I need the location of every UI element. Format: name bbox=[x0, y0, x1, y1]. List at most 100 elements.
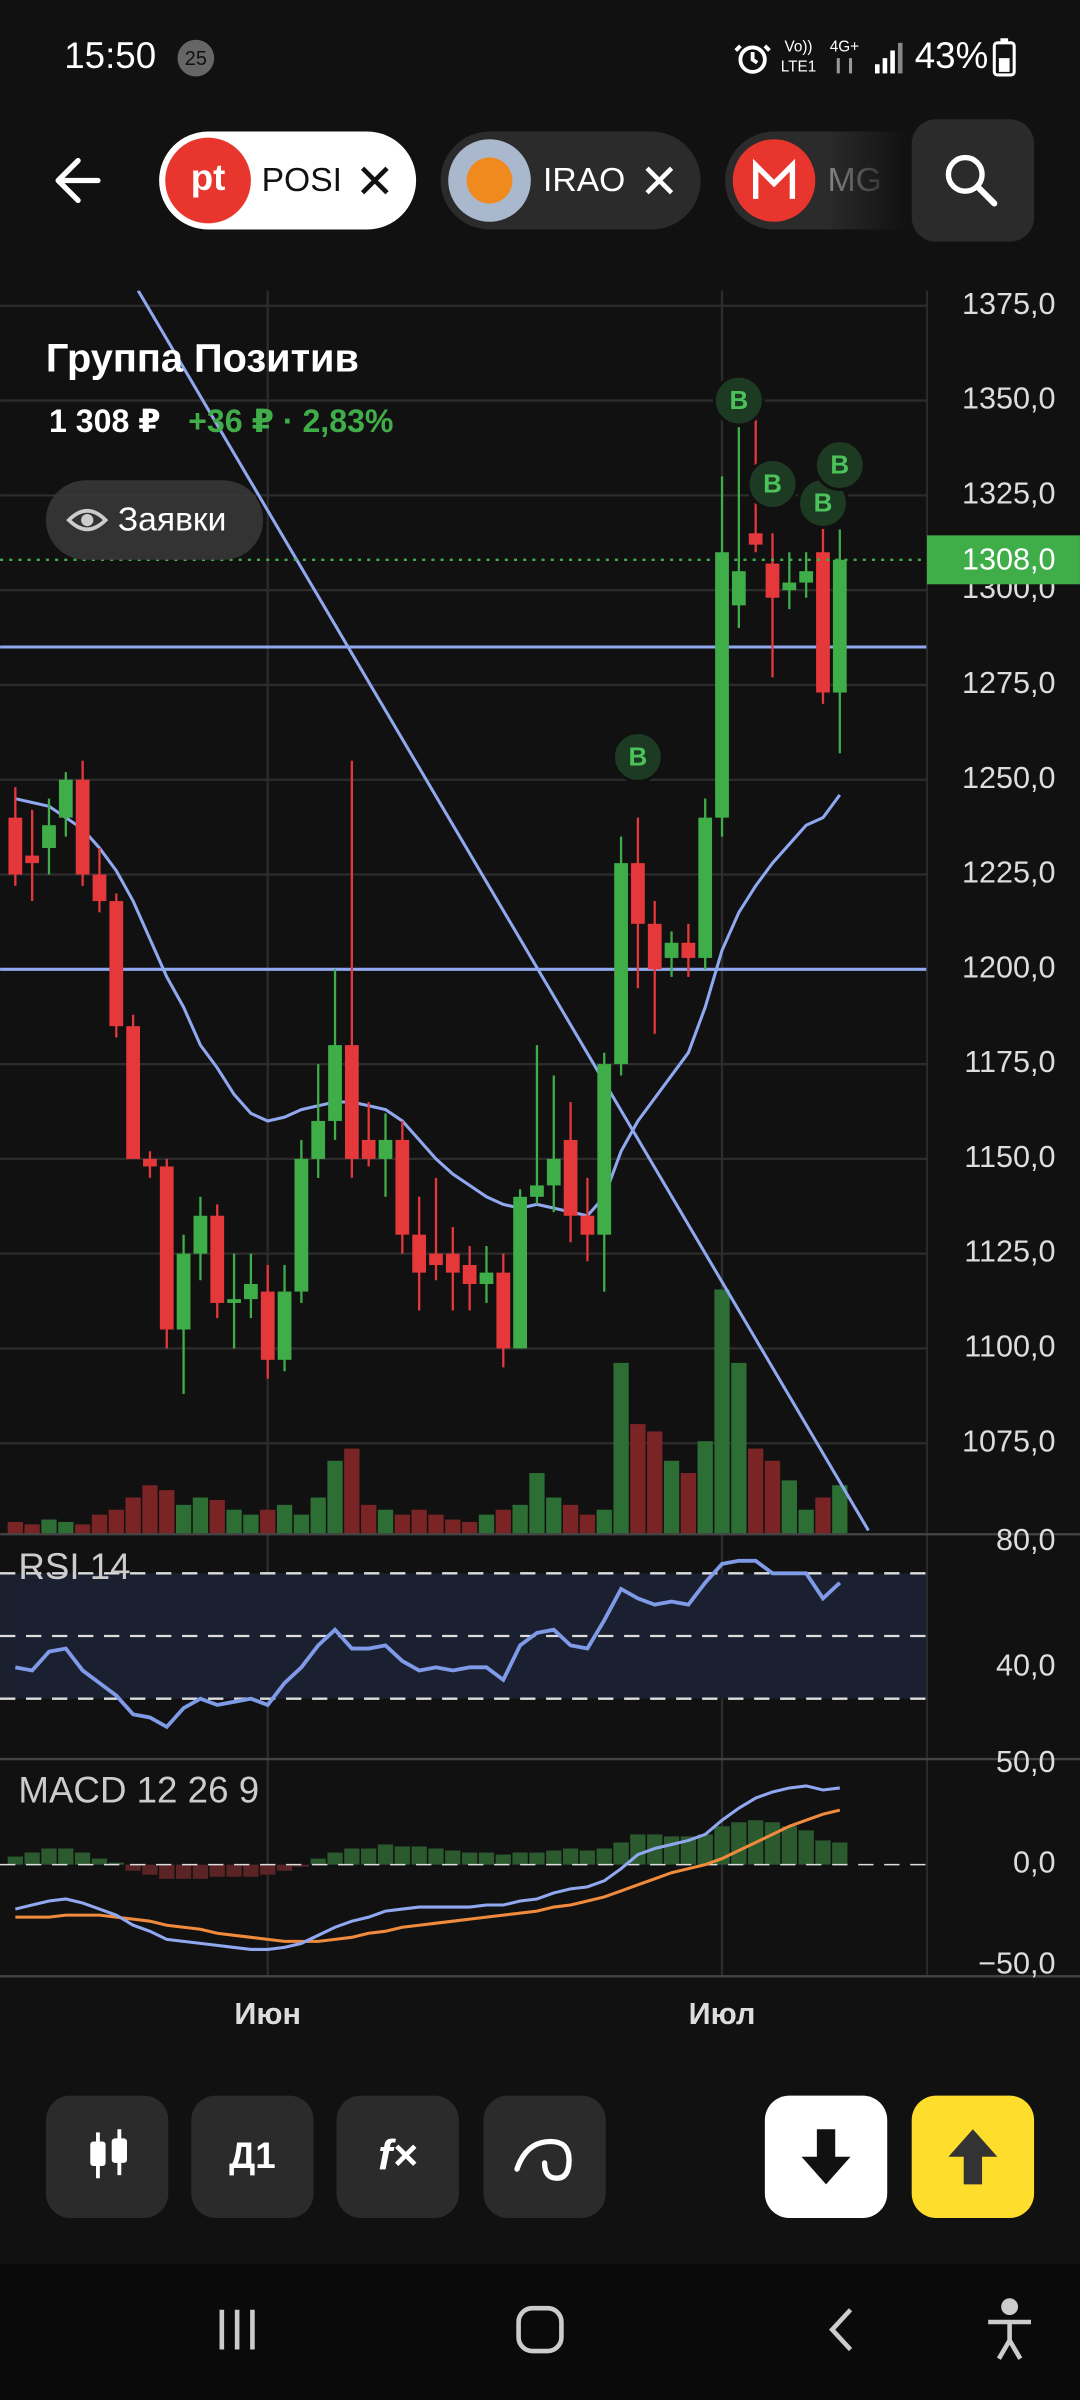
volume-bar bbox=[529, 1473, 545, 1535]
macd-histogram-bar bbox=[411, 1846, 427, 1865]
y-tick-label: 1175,0 bbox=[964, 1045, 1055, 1079]
recents-button[interactable] bbox=[219, 2309, 255, 2350]
tab-close[interactable] bbox=[360, 166, 389, 195]
nav-bar bbox=[0, 2263, 1080, 2400]
panel-title: MACD 12 26 9 bbox=[18, 1769, 259, 1810]
volume-bar bbox=[276, 1504, 293, 1535]
orders-button[interactable]: Заявки bbox=[45, 480, 264, 560]
candle-body bbox=[731, 571, 746, 606]
buy-button[interactable] bbox=[911, 2095, 1035, 2218]
y-tick-label: 1100,0 bbox=[964, 1330, 1055, 1364]
tab-logo bbox=[165, 137, 251, 224]
volume-bar bbox=[226, 1509, 242, 1535]
panel-title: RSI 14 bbox=[18, 1546, 130, 1587]
button-bg bbox=[336, 2095, 459, 2218]
candle-body bbox=[328, 1045, 342, 1121]
volume-bar bbox=[377, 1509, 394, 1535]
volume-bar bbox=[815, 1497, 831, 1535]
y-tick-label: 40,0 bbox=[996, 1648, 1056, 1682]
y-tick-label: 1200,0 bbox=[962, 950, 1056, 984]
volume-bar bbox=[175, 1504, 192, 1535]
tab-fade bbox=[826, 122, 906, 245]
candle-body bbox=[58, 779, 73, 818]
interval-label: Д1 bbox=[229, 2135, 276, 2176]
chart-type-button[interactable] bbox=[45, 2095, 169, 2218]
macd-histogram-bar bbox=[512, 1852, 528, 1865]
tab-irao[interactable]: IRAO bbox=[440, 131, 701, 230]
price-axis: 1075,0 1100,0 1125,0 1150,0 1175,0 1200,0 1225… bbox=[0, 287, 1080, 2031]
volume-bar bbox=[579, 1514, 596, 1535]
y-tick-label: 1250,0 bbox=[962, 761, 1056, 795]
macd-histogram-bar bbox=[764, 1822, 781, 1865]
signal-label: B bbox=[629, 741, 648, 771]
candle-body bbox=[109, 901, 124, 1027]
volume-bar bbox=[647, 1431, 663, 1535]
macd-histogram-bar bbox=[108, 1862, 124, 1865]
search-button[interactable] bbox=[911, 119, 1035, 242]
drawing-button[interactable] bbox=[483, 2095, 606, 2218]
interval-button[interactable]: Д1 bbox=[191, 2095, 314, 2218]
macd-histogram-bar bbox=[327, 1852, 343, 1865]
macd-histogram-bar bbox=[815, 1840, 831, 1865]
back-button[interactable] bbox=[55, 157, 101, 204]
last-price-tag bbox=[926, 535, 1080, 585]
macd-line bbox=[14, 1784, 840, 1951]
macd-histogram-bar bbox=[546, 1850, 562, 1865]
volume-bar bbox=[562, 1504, 579, 1535]
button-bg bbox=[191, 2095, 314, 2218]
candle-body bbox=[479, 1272, 494, 1284]
macd-histogram-bar bbox=[832, 1842, 848, 1865]
network-type: 4G+ bbox=[830, 38, 859, 55]
rsi-band bbox=[0, 1573, 927, 1699]
macd-histogram-bar bbox=[91, 1858, 108, 1865]
volume-bar bbox=[798, 1509, 814, 1535]
macd-histogram-bar bbox=[781, 1826, 797, 1865]
candle-body bbox=[748, 533, 763, 545]
candle-body bbox=[631, 863, 645, 924]
candle-body bbox=[765, 563, 780, 598]
macd-histogram-bar bbox=[478, 1852, 495, 1865]
indicators-button[interactable]: f× bbox=[336, 2095, 459, 2218]
notification-badge bbox=[177, 39, 215, 77]
candle-body bbox=[395, 1139, 410, 1235]
macd-histogram-bar bbox=[680, 1836, 697, 1865]
volume-bar bbox=[461, 1521, 478, 1535]
macd-histogram-bar bbox=[579, 1850, 596, 1865]
candle-body bbox=[782, 582, 797, 591]
volume-bar bbox=[125, 1497, 141, 1535]
volume-bar bbox=[7, 1521, 23, 1535]
moving-average bbox=[14, 793, 842, 1218]
macd-histogram-bar bbox=[41, 1848, 57, 1865]
volume-bar bbox=[327, 1460, 343, 1535]
candle-body bbox=[344, 1045, 359, 1159]
candle-body bbox=[799, 571, 814, 583]
y-tick-label: 1375,0 bbox=[962, 287, 1056, 321]
y-tick-label: 1075,0 bbox=[962, 1424, 1056, 1458]
macd-histogram-bar bbox=[276, 1864, 293, 1871]
volume-bar bbox=[260, 1509, 276, 1535]
volume-bar bbox=[697, 1441, 713, 1535]
home-button[interactable] bbox=[516, 2305, 564, 2354]
candle-body bbox=[647, 923, 662, 970]
macd-histogram-bar bbox=[209, 1864, 225, 1877]
macd-histogram-bar bbox=[243, 1864, 259, 1877]
back-nav-button[interactable] bbox=[829, 2308, 853, 2352]
macd-histogram-bar bbox=[310, 1858, 326, 1865]
macd-histogram-bar bbox=[192, 1864, 209, 1879]
volume-bar bbox=[293, 1514, 310, 1535]
tab-posi[interactable]: pt POSI bbox=[159, 131, 417, 230]
candle-body bbox=[445, 1253, 460, 1273]
macd-histogram-bar bbox=[226, 1864, 242, 1877]
button-bg bbox=[483, 2095, 606, 2218]
accessibility-button[interactable] bbox=[988, 2298, 1032, 2360]
candle-body bbox=[530, 1185, 544, 1197]
candle-body bbox=[597, 1064, 612, 1235]
candle-body bbox=[176, 1253, 191, 1330]
volume-bar bbox=[394, 1514, 410, 1535]
tab-close[interactable] bbox=[645, 166, 674, 195]
sell-button[interactable] bbox=[764, 2095, 888, 2218]
volume-bar bbox=[445, 1519, 461, 1535]
candle-body bbox=[681, 942, 696, 958]
tab-strip: pt POSI IRAO MG bbox=[159, 122, 906, 245]
